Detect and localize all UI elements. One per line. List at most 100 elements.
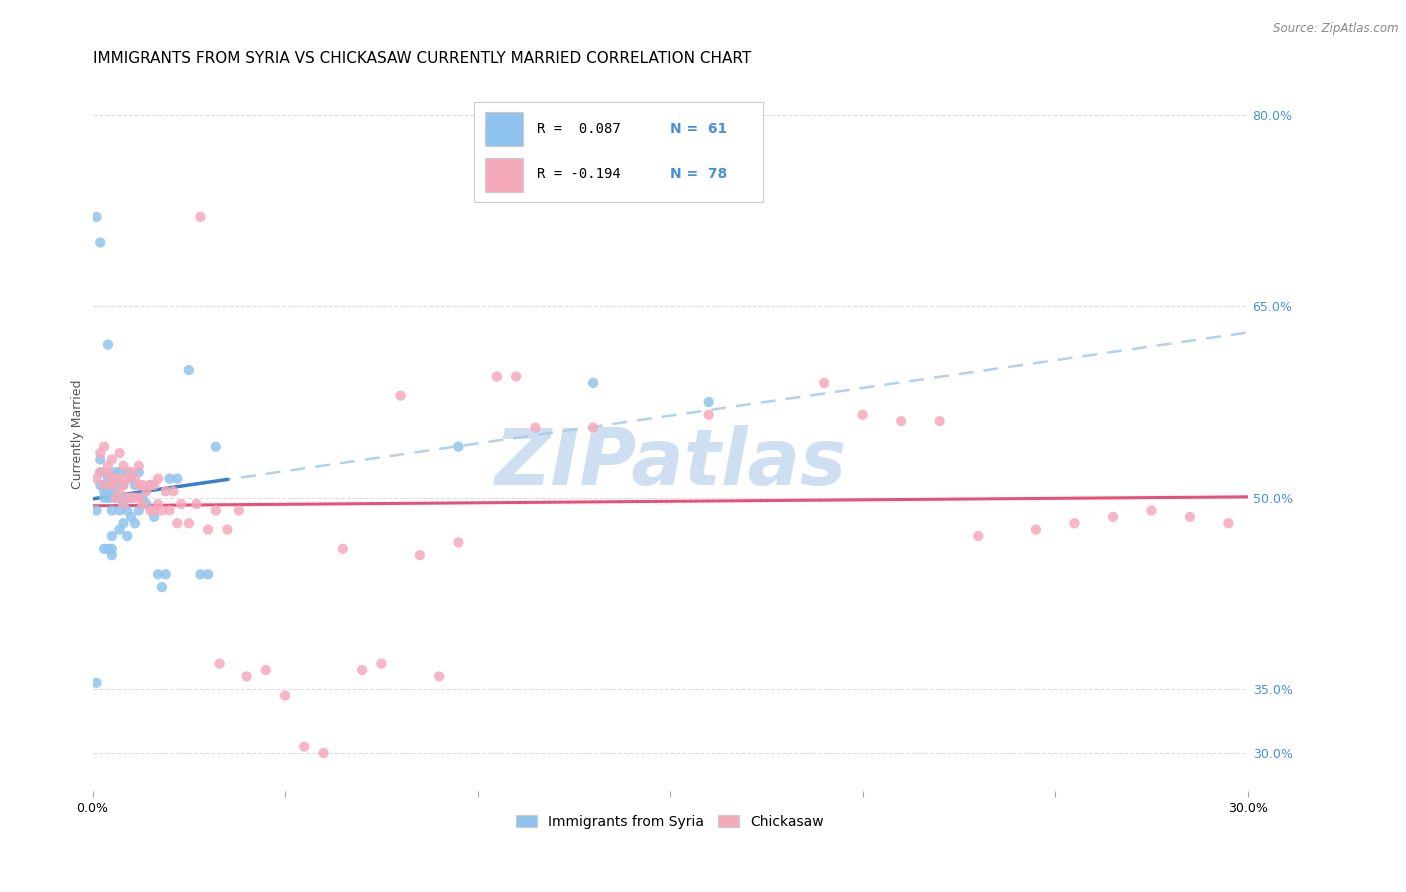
Point <box>150 580 173 594</box>
Point <box>928 414 950 428</box>
Point <box>128 478 150 492</box>
Point <box>447 535 470 549</box>
Point <box>112 458 135 473</box>
Point <box>128 458 150 473</box>
Point <box>101 541 124 556</box>
Point <box>108 491 131 505</box>
Point <box>274 689 297 703</box>
Point <box>108 446 131 460</box>
Point <box>93 478 115 492</box>
Point <box>89 235 111 250</box>
Point <box>101 503 124 517</box>
Point <box>370 657 392 671</box>
Point <box>697 408 720 422</box>
Point <box>1218 516 1240 531</box>
Point <box>101 548 124 562</box>
Point <box>120 491 142 505</box>
Point <box>150 503 173 517</box>
Point <box>108 484 131 499</box>
Point <box>427 669 450 683</box>
Point <box>97 458 120 473</box>
Point <box>104 472 127 486</box>
Point <box>166 472 188 486</box>
Point <box>697 395 720 409</box>
Point <box>93 541 115 556</box>
Point <box>89 452 111 467</box>
Point <box>115 472 138 486</box>
Point <box>97 484 120 499</box>
Point <box>177 516 200 531</box>
Point <box>124 491 146 505</box>
Point <box>131 497 153 511</box>
Point <box>139 503 162 517</box>
Point <box>208 657 231 671</box>
Point <box>204 440 226 454</box>
Point <box>447 440 470 454</box>
Point <box>190 210 212 224</box>
Point <box>101 529 124 543</box>
Point <box>582 420 605 434</box>
Point <box>139 478 162 492</box>
Point <box>485 369 508 384</box>
Point <box>86 472 108 486</box>
Point <box>292 739 315 754</box>
Point <box>139 478 162 492</box>
Y-axis label: Currently Married: Currently Married <box>72 379 84 489</box>
Point <box>104 484 127 499</box>
Point <box>120 509 142 524</box>
Point <box>93 465 115 479</box>
Point <box>131 478 153 492</box>
Point <box>352 663 374 677</box>
Point <box>582 376 605 390</box>
Point <box>143 509 166 524</box>
Point <box>128 465 150 479</box>
Point <box>131 491 153 505</box>
Point <box>104 465 127 479</box>
Point <box>120 491 142 505</box>
Point <box>101 478 124 492</box>
Point <box>197 523 219 537</box>
Point <box>254 663 277 677</box>
Point <box>120 472 142 486</box>
Point <box>1063 516 1085 531</box>
Point <box>228 503 250 517</box>
Point <box>143 478 166 492</box>
Point <box>115 491 138 505</box>
Point <box>86 503 108 517</box>
Point <box>166 516 188 531</box>
Point <box>97 541 120 556</box>
Point <box>170 497 193 511</box>
Point <box>97 337 120 351</box>
Point <box>108 465 131 479</box>
Point <box>101 491 124 505</box>
Point <box>190 567 212 582</box>
Point <box>86 210 108 224</box>
Point <box>115 529 138 543</box>
Point <box>159 472 181 486</box>
Point <box>159 503 181 517</box>
Point <box>505 369 527 384</box>
Point <box>204 503 226 517</box>
Point <box>93 478 115 492</box>
Point <box>146 497 169 511</box>
Point <box>162 484 184 499</box>
Point <box>89 465 111 479</box>
Point <box>146 472 169 486</box>
Legend: Immigrants from Syria, Chickasaw: Immigrants from Syria, Chickasaw <box>510 809 830 834</box>
Point <box>115 465 138 479</box>
Point <box>135 497 157 511</box>
Point <box>143 503 166 517</box>
Point <box>146 567 169 582</box>
Point <box>112 478 135 492</box>
Point <box>312 746 335 760</box>
Point <box>128 491 150 505</box>
Point <box>135 484 157 499</box>
Point <box>97 472 120 486</box>
Point <box>101 472 124 486</box>
Text: ZIPatlas: ZIPatlas <box>494 425 846 500</box>
Point <box>124 516 146 531</box>
Point <box>104 478 127 492</box>
Point <box>93 491 115 505</box>
Point <box>890 414 912 428</box>
Point <box>217 523 239 537</box>
